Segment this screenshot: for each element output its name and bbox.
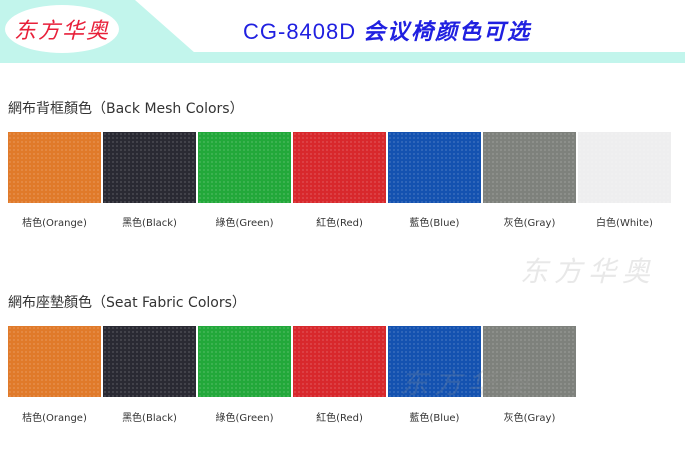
color-swatch xyxy=(198,326,291,397)
swatch-label: 白色(White) xyxy=(596,218,653,229)
color-swatch xyxy=(293,132,386,203)
header: 东方华奥 CG-8408D 会议椅颜色可选 xyxy=(0,0,685,64)
swatch-label: 桔色(Orange) xyxy=(22,218,87,229)
swatch-label: 藍色(Blue) xyxy=(409,413,460,424)
color-swatch xyxy=(293,326,386,397)
swatch-label: 灰色(Gray) xyxy=(503,413,556,424)
seat-fabric-labels: 桔色(Orange) 黑色(Black) 綠色(Green) 紅色(Red) 藍色(Bl… xyxy=(8,409,576,424)
color-swatch xyxy=(198,132,291,203)
swatch-label: 藍色(Blue) xyxy=(409,218,460,229)
back-mesh-title: 網布背框顏色（Back Mesh Colors） xyxy=(8,101,244,117)
swatch-label: 綠色(Green) xyxy=(215,218,274,229)
title-text: 会议椅颜色可选 xyxy=(363,19,532,45)
seat-fabric-title: 網布座墊顏色（Seat Fabric Colors） xyxy=(8,295,246,311)
back-mesh-labels: 桔色(Orange) 黑色(Black) 綠色(Green) 紅色(Red) 藍色(Bl… xyxy=(8,214,671,229)
color-swatch xyxy=(8,326,101,397)
swatch-label: 紅色(Red) xyxy=(316,218,363,229)
color-swatch xyxy=(388,132,481,203)
model-number: CG-8408D xyxy=(243,19,357,44)
back-mesh-swatches xyxy=(8,132,671,203)
logo: 东方华奥 xyxy=(5,5,119,53)
seat-fabric-swatches xyxy=(8,326,576,397)
swatch-label: 黑色(Black) xyxy=(122,413,177,424)
swatch-label: 灰色(Gray) xyxy=(503,218,556,229)
color-swatch xyxy=(8,132,101,203)
swatch-label: 綠色(Green) xyxy=(215,413,274,424)
page-title: CG-8408D 会议椅颜色可选 xyxy=(243,14,531,46)
color-swatch xyxy=(103,326,196,397)
color-swatch xyxy=(103,132,196,203)
color-swatch xyxy=(483,326,576,397)
watermark: 东方华奥 xyxy=(400,367,537,400)
swatch-label: 黑色(Black) xyxy=(122,218,177,229)
color-swatch xyxy=(483,132,576,203)
swatch-label: 紅色(Red) xyxy=(316,413,363,424)
watermark: 东方华奥 xyxy=(520,255,657,288)
color-swatch xyxy=(578,132,671,203)
header-band xyxy=(0,52,685,63)
swatch-label: 桔色(Orange) xyxy=(22,413,87,424)
color-swatch xyxy=(388,326,481,397)
